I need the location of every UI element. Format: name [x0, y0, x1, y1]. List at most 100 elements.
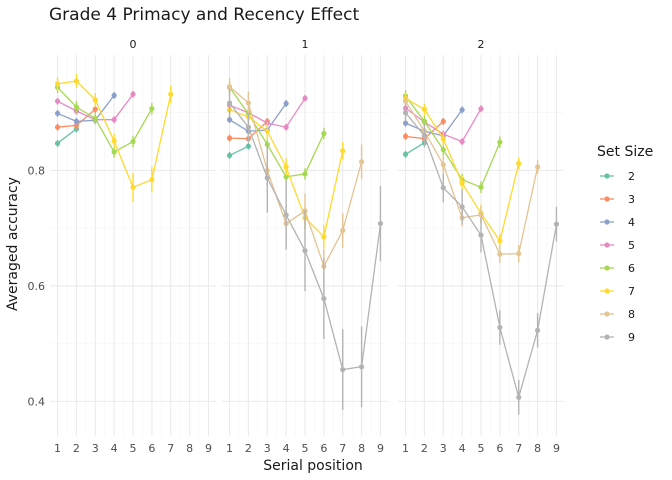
legend-key-point	[604, 311, 610, 317]
x-axis-label: Serial position	[263, 458, 363, 474]
x-tick-label: 6	[320, 442, 327, 455]
series-line	[229, 145, 249, 156]
x-tick-label: 8	[358, 442, 365, 455]
legend-label: 9	[628, 331, 635, 344]
data-point	[73, 104, 80, 110]
data-point	[516, 394, 522, 400]
y-tick-label: 0.4	[28, 395, 46, 408]
facet-label: 0	[130, 38, 137, 51]
legend-item-9: 9	[600, 331, 635, 344]
x-tick-label: 4	[459, 442, 466, 455]
legend-label: 8	[628, 308, 635, 321]
data-point	[302, 248, 308, 254]
data-point	[283, 212, 289, 218]
x-tick-label: 3	[92, 442, 99, 455]
legend-item-6: 6	[600, 262, 635, 275]
legend-key-point	[604, 288, 610, 294]
data-point	[402, 151, 409, 157]
data-point	[440, 162, 446, 168]
data-point	[497, 324, 503, 331]
series-line	[57, 86, 153, 153]
data-point	[321, 234, 327, 240]
legend-label: 7	[628, 285, 635, 298]
data-point	[73, 118, 80, 124]
y-axis-label: Averaged accuracy	[5, 177, 21, 311]
data-point	[226, 84, 233, 90]
series-7	[54, 74, 174, 202]
legend-item-3: 3	[600, 193, 635, 206]
data-point	[168, 91, 174, 97]
data-point	[459, 180, 465, 186]
data-point	[283, 164, 289, 170]
data-point	[402, 120, 409, 126]
x-tick-label: 2	[73, 442, 80, 455]
data-point	[321, 130, 327, 137]
data-point	[54, 124, 61, 130]
x-tick-label: 7	[167, 442, 174, 455]
data-point	[340, 367, 346, 373]
legend-label: 4	[628, 216, 635, 229]
data-point	[478, 106, 484, 112]
series-line	[404, 100, 539, 255]
data-point	[358, 159, 365, 165]
legend-key-point	[604, 265, 610, 271]
chart-title: Grade 4 Primacy and Recency Effect	[49, 5, 359, 25]
data-point	[497, 139, 503, 145]
data-point	[54, 140, 61, 146]
data-point	[54, 98, 61, 104]
legend: Set Size 2 3 4 5 6 7 8 9	[597, 144, 653, 344]
x-tick-label: 5	[130, 442, 137, 455]
data-point	[421, 118, 428, 124]
data-point	[402, 110, 409, 116]
data-point	[283, 100, 289, 107]
data-point	[377, 220, 384, 227]
legend-key-point	[604, 219, 610, 225]
legend-title: Set Size	[597, 144, 653, 160]
data-point	[130, 138, 136, 145]
x-tick-label: 6	[496, 442, 503, 455]
x-tick-label: 9	[553, 442, 560, 455]
data-point	[92, 106, 98, 112]
data-point	[92, 97, 98, 103]
x-tick-label: 3	[440, 442, 447, 455]
series-line	[228, 86, 325, 178]
data-point	[226, 117, 233, 123]
x-tick-label: 4	[111, 442, 118, 455]
data-point	[302, 171, 308, 177]
data-point	[358, 364, 365, 370]
data-point	[421, 133, 428, 139]
data-point	[54, 81, 61, 87]
legend-item-2: 2	[600, 170, 635, 183]
data-point	[478, 184, 484, 190]
series-line	[57, 128, 77, 144]
legend-key-point	[604, 334, 610, 340]
data-point	[111, 138, 117, 144]
data-point	[516, 250, 522, 257]
data-point	[226, 135, 233, 141]
data-point	[149, 106, 155, 112]
data-point	[302, 95, 308, 101]
x-tick-label: 1	[226, 442, 233, 455]
data-point	[340, 148, 346, 154]
data-point	[534, 327, 541, 333]
panel-2: 21 2 3 4 5 6 7 8 9	[398, 38, 564, 455]
legend-label: 5	[628, 239, 635, 252]
x-tick-label: 1	[54, 442, 61, 455]
data-point	[226, 100, 233, 106]
data-point	[478, 212, 484, 218]
facet-panels: 01 2 3 4 5 6 7 8 911 2 3 4 5 6 7 8 921 2 3 4 5 6 7 8 9	[50, 38, 564, 455]
x-tick-label: 5	[302, 442, 309, 455]
x-tick-label: 7	[515, 442, 522, 455]
legend-item-5: 5	[600, 239, 635, 252]
series-9	[402, 104, 560, 415]
data-point	[111, 117, 117, 123]
series-line	[405, 109, 463, 137]
series-2	[226, 142, 252, 159]
data-point	[440, 185, 446, 191]
x-tick-label: 4	[283, 442, 290, 455]
data-point	[245, 143, 252, 149]
data-point	[440, 136, 446, 142]
data-point	[534, 164, 541, 170]
data-point	[478, 232, 484, 238]
